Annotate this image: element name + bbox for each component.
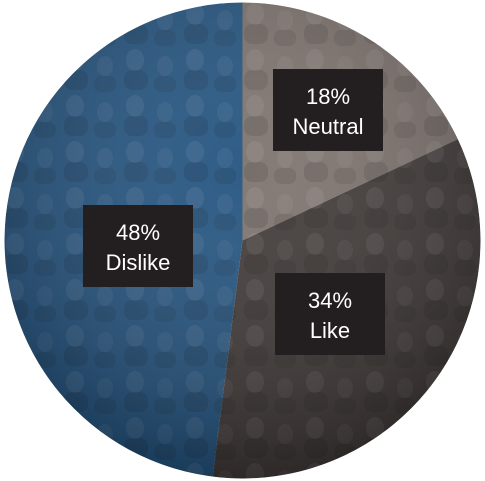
slice-category: Neutral <box>293 114 364 139</box>
slice-label-dislike: 48% Dislike <box>83 205 193 287</box>
label-box <box>273 69 383 151</box>
slice-percent: 48% <box>116 220 160 245</box>
slice-label-like: 34% Like <box>275 273 385 355</box>
slice-percent: 34% <box>308 288 352 313</box>
slice-labels: 18% Neutral 34% Like 48% Dislike <box>83 69 385 355</box>
slice-category: Like <box>310 318 350 343</box>
label-box <box>275 273 385 355</box>
slice-category: Dislike <box>106 250 171 275</box>
label-box <box>83 205 193 287</box>
slice-label-neutral: 18% Neutral <box>273 69 383 151</box>
slice-percent: 18% <box>306 84 350 109</box>
